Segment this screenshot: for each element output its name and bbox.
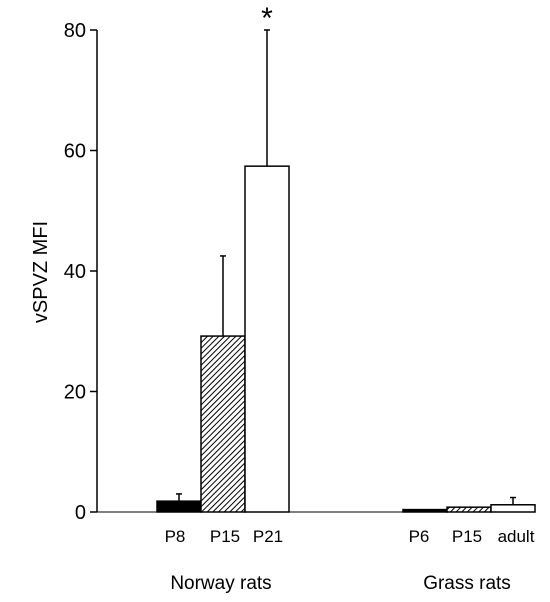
y-tick-label: 80 — [64, 20, 86, 42]
bar-group — [402, 496, 536, 513]
y-tick-label: 60 — [64, 141, 86, 163]
category-labels: P8 P15 P21 Norway rats P6 P15 adult Grass rats — [165, 527, 535, 594]
category-label: P8 — [165, 527, 186, 546]
category-label: P6 — [409, 527, 430, 546]
group-label: Grass rats — [423, 573, 511, 594]
y-tick-label: 0 — [75, 502, 86, 524]
group-label: Norway rats — [170, 573, 271, 594]
category-label: P15 — [452, 527, 482, 546]
bars: * — [156, 2, 536, 513]
bar — [446, 506, 492, 513]
category-label: P15 — [210, 527, 240, 546]
category-label: adult — [498, 527, 535, 546]
bar-group: * — [156, 2, 290, 513]
y-axis: 0 20 40 60 80 — [64, 20, 520, 524]
y-tick-label: 20 — [64, 382, 86, 404]
y-axis-title: vSPVZ MFI — [30, 221, 52, 323]
significance-marker: * — [261, 2, 273, 35]
bar — [402, 508, 448, 513]
bar — [244, 165, 290, 513]
bar — [200, 335, 246, 513]
y-tick-label: 40 — [64, 261, 86, 283]
bar — [490, 504, 536, 513]
category-label: P21 — [253, 527, 283, 546]
bar — [156, 500, 202, 513]
